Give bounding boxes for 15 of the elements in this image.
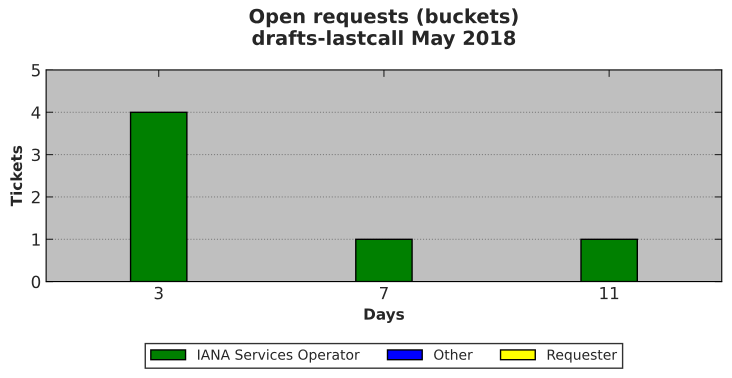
y-tick-label: 1 (32, 233, 40, 246)
legend-label: Requester (548, 350, 618, 363)
x-axis-title: Days (364, 308, 404, 323)
y-tick-label: 2 (32, 190, 40, 204)
x-tick-label: 11 (600, 286, 618, 300)
legend-label: IANA Services Operator (198, 349, 360, 363)
y-tick-label: 5 (32, 64, 40, 76)
chart-title: Open requests (buckets) drafts-lastcall May 2018 (250, 8, 518, 50)
y-axis-title: Tickets (10, 146, 22, 206)
y-tick-label: 3 (32, 148, 40, 162)
x-tick-label: 7 (380, 286, 388, 300)
x-tick-label: 3 (154, 286, 163, 300)
y-tick-label: 4 (31, 106, 40, 119)
legend-label: Other (434, 349, 473, 360)
y-tick-label: 0 (32, 276, 40, 288)
